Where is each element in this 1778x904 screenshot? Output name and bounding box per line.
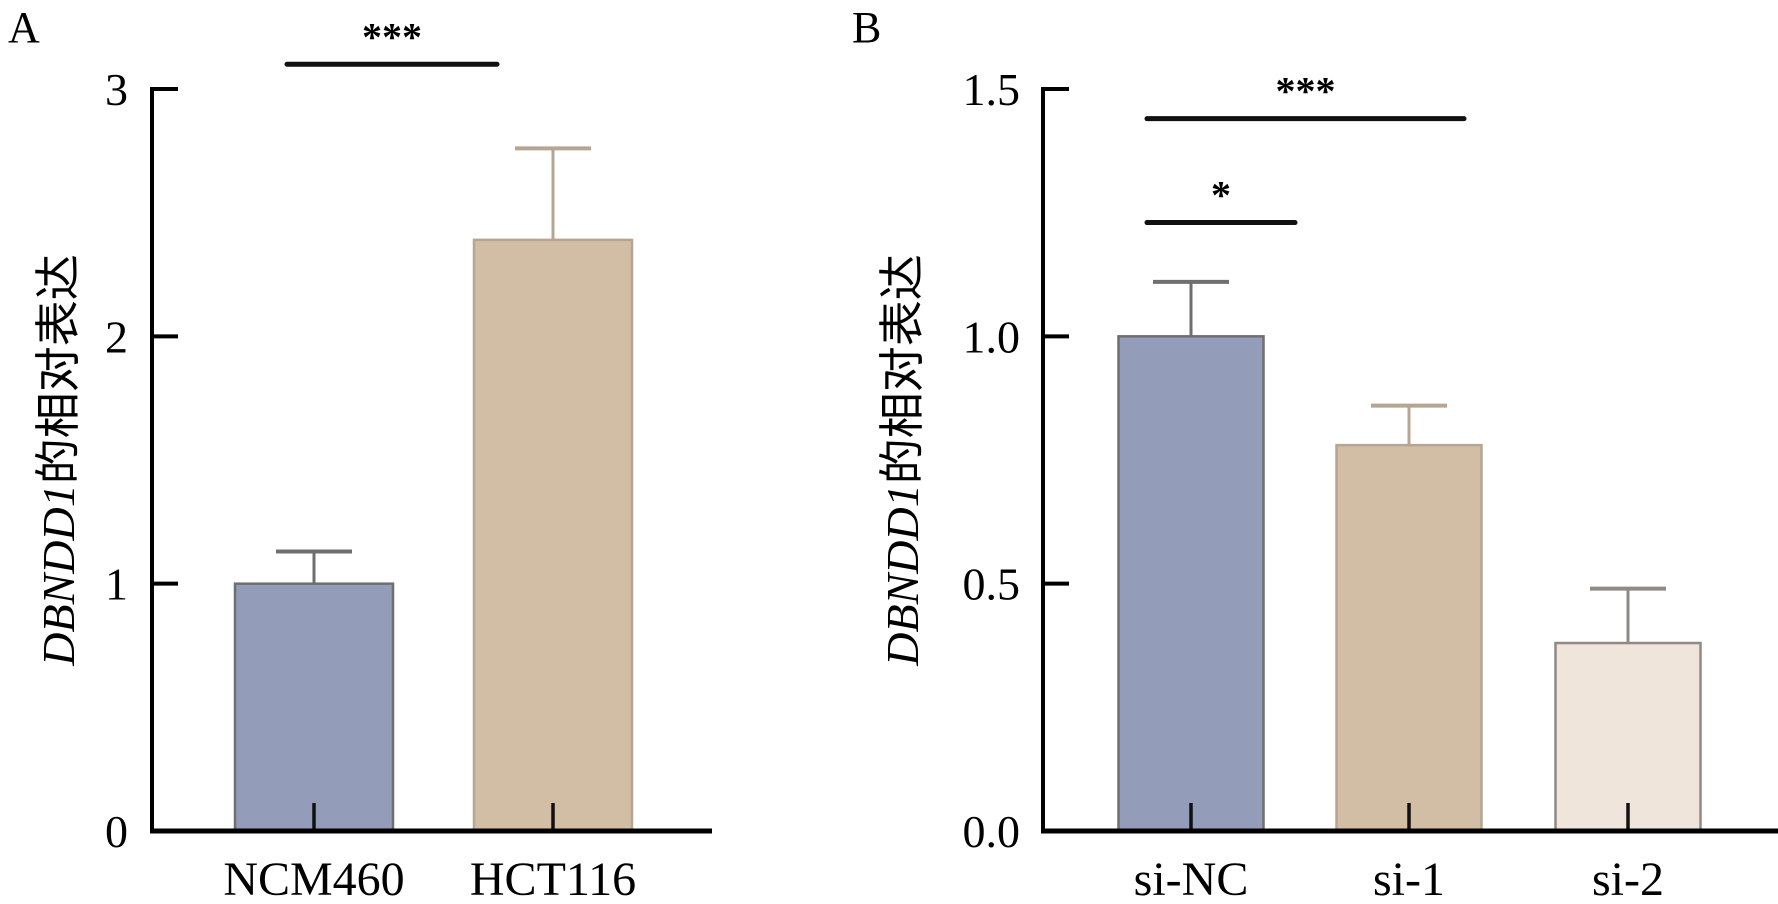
bar-hct116 [472, 238, 634, 833]
panel-letter: A [8, 3, 40, 52]
x-tick-label: si-2 [1592, 853, 1664, 904]
y-tick-label: 3 [105, 64, 128, 115]
significance-label: * [1211, 173, 1231, 218]
bar-si-1 [1335, 443, 1483, 833]
y-tick-label: 1 [105, 559, 128, 610]
y-axis-label-gene: DBNDD1 [33, 484, 84, 666]
y-axis-label-gene: DBNDD1 [877, 484, 928, 666]
x-tick-label: HCT116 [470, 853, 636, 904]
y-axis-label-suffix: 的相对表达 [877, 254, 928, 484]
panel-letter: B [852, 3, 881, 52]
y-axis-label-suffix: 的相对表达 [33, 254, 84, 484]
bar-si-nc [1117, 335, 1265, 833]
x-tick-label: si-1 [1373, 853, 1445, 904]
y-tick-label: 1.5 [963, 64, 1021, 115]
panel-a: A NCM460 HCT116 0 1 2 3 DBNDD1的相对表达 *** [8, 3, 712, 904]
significance-label: *** [1276, 69, 1336, 114]
y-axis-label: DBNDD1的相对表达 [877, 254, 928, 666]
bar-ncm460 [233, 582, 395, 833]
bar-si-2 [1554, 641, 1702, 833]
y-tick-label: 0.5 [963, 559, 1021, 610]
y-axis-label: DBNDD1的相对表达 [33, 254, 84, 666]
panel-b: Bsi-NC si-1 si-20.00.51.01.5DBNDD1的相对表达***… [852, 3, 1778, 904]
y-tick-label: 2 [105, 311, 128, 362]
significance-label: *** [362, 14, 422, 59]
y-tick-label: 1.0 [963, 311, 1021, 362]
x-tick-label: NCM460 [223, 853, 404, 904]
y-tick-label: 0 [105, 806, 128, 857]
x-tick-label: si-NC [1134, 853, 1249, 904]
y-tick-label: 0.0 [963, 806, 1021, 857]
